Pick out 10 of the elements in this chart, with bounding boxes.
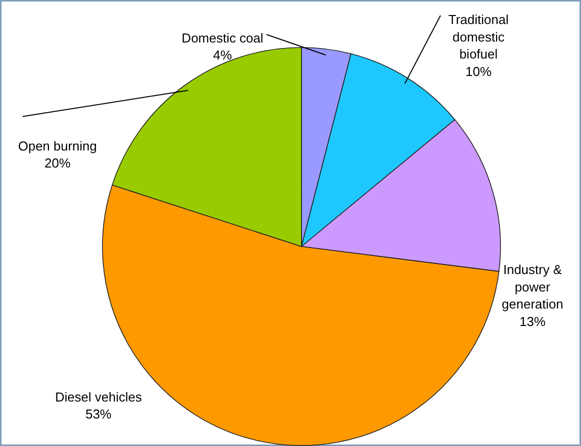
data-label: 20%	[44, 156, 71, 171]
slice-label: Domestic coal	[182, 30, 264, 46]
data-label: 4%	[213, 48, 232, 63]
data-label: 10%	[465, 64, 492, 79]
slice-label: Diesel vehicles	[55, 389, 142, 404]
slice-label: Open burning	[18, 138, 97, 154]
slice-label: Traditional domestic biofuel	[448, 12, 509, 62]
data-label: 53%	[85, 406, 112, 422]
slice-label: Industry & power generation	[502, 262, 564, 312]
data-label: 13%	[519, 314, 546, 329]
